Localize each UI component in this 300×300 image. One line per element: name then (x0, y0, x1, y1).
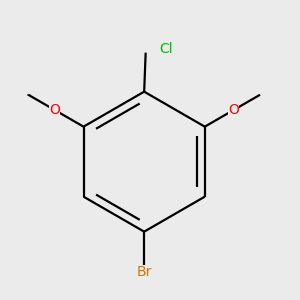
Text: methyl: methyl (27, 93, 32, 94)
Text: O: O (49, 103, 60, 117)
Text: O: O (228, 103, 239, 117)
Text: Br: Br (136, 265, 152, 279)
Text: methyl: methyl (27, 95, 32, 96)
Text: methyl: methyl (22, 90, 26, 92)
Text: Cl: Cl (159, 42, 172, 56)
